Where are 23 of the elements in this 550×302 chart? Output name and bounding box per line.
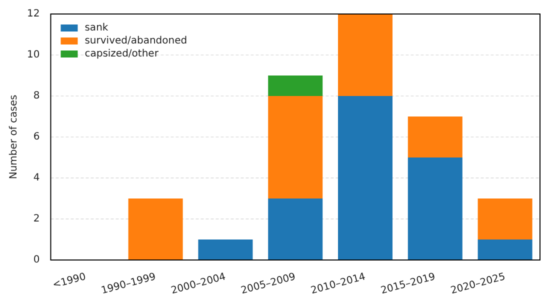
x-tick-label: <1990 xyxy=(52,272,88,291)
y-tick-label: 8 xyxy=(33,90,40,102)
bar xyxy=(408,116,462,158)
bar xyxy=(338,96,393,260)
legend-label: sank xyxy=(84,22,108,34)
y-tick-label: 6 xyxy=(33,132,40,143)
y-tick-label: 10 xyxy=(26,50,40,61)
bar xyxy=(268,198,323,260)
legend-label: capsized/other xyxy=(84,48,160,60)
bar xyxy=(478,239,532,260)
legend-label: survived/abandoned xyxy=(84,36,188,47)
y-tick-label: 2 xyxy=(33,214,40,225)
bar xyxy=(408,157,462,260)
bar xyxy=(198,239,253,260)
y-tick-label: 0 xyxy=(33,254,40,266)
y-tick-label: 4 xyxy=(33,172,40,184)
bar xyxy=(268,96,323,198)
bar xyxy=(478,198,532,240)
y-tick-label: 12 xyxy=(26,8,40,20)
bar xyxy=(128,198,183,260)
y-axis-title: Number of cases xyxy=(8,94,20,180)
bar xyxy=(338,14,393,96)
bar xyxy=(268,75,323,96)
